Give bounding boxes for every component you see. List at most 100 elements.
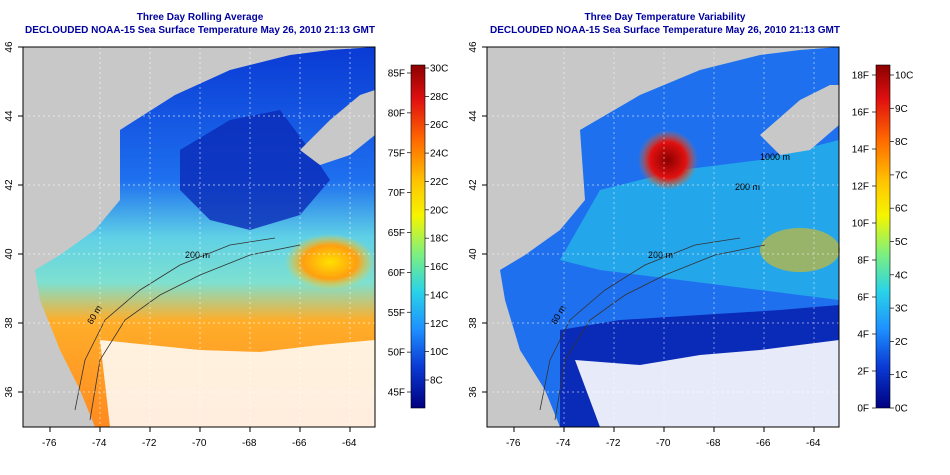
right-contour-200m [554, 244, 766, 421]
left-no-data-region [100, 340, 375, 427]
left-map: 200 m 60 m -76 -74 -72 -70 -68 -66 -64 3… [4, 41, 448, 449]
right-map-frame [486, 46, 840, 428]
left-xtick: -70 [192, 438, 207, 449]
right-xtick: -76 [506, 438, 521, 449]
right-x-axis: -76 -74 -72 -70 -68 -66 -64 [506, 427, 821, 449]
right-colorbar-fahrenheit-label: 10F [852, 219, 869, 230]
left-colorbar-celsius-label: 10C [430, 347, 448, 358]
right-colorbar-celsius-label: 7C [895, 170, 908, 181]
right-colorbar-celsius-label: 4C [895, 270, 908, 281]
right-y-axis: 36 38 40 42 44 46 [468, 41, 487, 398]
left-contour-200m [89, 244, 301, 421]
left-colorbar-fahrenheit-label: 80F [388, 108, 405, 119]
right-colorbar-fahrenheit-label: 14F [852, 145, 869, 156]
right-colorbar-celsius-label: 6C [895, 204, 908, 215]
right-colorbar-fahrenheit-label: 6F [857, 293, 869, 304]
left-ytick: 42 [4, 179, 15, 191]
right-ytick: 46 [468, 41, 479, 53]
right-xtick: -70 [656, 438, 671, 449]
right-colorbar-celsius-label: 10C [895, 71, 913, 82]
left-colorbar-celsius-label: 24C [430, 149, 448, 160]
left-grid [23, 47, 375, 427]
right-ytick: 38 [468, 317, 479, 329]
right-xtick: -66 [756, 438, 771, 449]
left-colorbar-fahrenheit-label: 85F [388, 69, 405, 80]
right-colorbar-fahrenheit-label: 0F [857, 404, 869, 415]
right-colorbar-celsius-label: 9C [895, 104, 908, 115]
left-colorbar-fahrenheit-label: 70F [388, 188, 405, 199]
right-contour-60m [539, 237, 741, 411]
right-contour-label-200m-north: 200 m [735, 182, 760, 192]
left-ytick: 44 [4, 110, 15, 122]
right-colorbar-fahrenheit-label: 18F [852, 71, 869, 82]
left-ytick: 36 [4, 386, 15, 398]
left-xtick: -72 [142, 438, 157, 449]
right-ytick: 42 [468, 179, 479, 191]
left-colorbar-celsius-label: 16C [430, 262, 448, 273]
left-colorbar-celsius-label: 8C [430, 376, 443, 387]
right-colorbar-fahrenheit-label: 4F [857, 330, 869, 341]
left-colorbar-fahrenheit-label: 55F [388, 308, 405, 319]
left-xtick: -68 [242, 438, 257, 449]
left-colorbar-celsius-label: 20C [430, 205, 448, 216]
right-xtick: -72 [606, 438, 621, 449]
right-colorbar-fahrenheit-label: 2F [857, 367, 869, 378]
left-colorbar-fahrenheit-label: 50F [388, 348, 405, 359]
left-land-nova-scotia [300, 90, 375, 165]
left-colorbar-celsius-label: 28C [430, 92, 448, 103]
right-colorbar-celsius-label: 0C [895, 404, 908, 415]
right-colorbar-celsius-label: 8C [895, 137, 908, 148]
left-map-subtitle: DECLOUDED NOAA-15 Sea Surface Temperatur… [25, 25, 375, 36]
right-colorbar-gradient [875, 64, 891, 409]
left-colorbar-fahrenheit-label: 75F [388, 148, 405, 159]
right-grid [487, 47, 839, 427]
right-contour-label-1000m: 1000 m [760, 152, 790, 162]
right-colorbar-celsius-label: 3C [895, 304, 908, 315]
left-map-title: Three Day Rolling Average [136, 12, 264, 23]
left-colorbar-celsius-label: 22C [430, 177, 448, 188]
right-colorbar-celsius-label: 2C [895, 337, 908, 348]
left-colorbar-gradient [410, 64, 426, 409]
right-colorbar: 18F 16F 14F 12F 10F 8F 6F 4F 2F 0F 10C 9C 8C 7C 6C 5C 4… [852, 64, 913, 415]
left-xtick: -66 [292, 438, 307, 449]
right-colorbar-celsius-label: 1C [895, 370, 908, 381]
left-colorbar-fahrenheit-label: 60F [388, 268, 405, 279]
left-xtick: -64 [342, 438, 357, 449]
left-colorbar-celsius-label: 12C [430, 319, 448, 330]
right-colorbar-fahrenheit-label: 12F [852, 182, 869, 193]
right-map-subtitle: DECLOUDED NOAA-15 Sea Surface Temperatur… [490, 25, 840, 36]
left-contour-60m [74, 237, 276, 411]
left-xtick: -74 [92, 438, 107, 449]
left-map-frame [22, 46, 376, 428]
right-xtick: -64 [806, 438, 821, 449]
right-xtick: -74 [556, 438, 571, 449]
right-no-data-region [575, 340, 839, 427]
left-xtick: -76 [42, 438, 57, 449]
left-x-axis: -76 -74 -72 -70 -68 -66 -64 [42, 427, 357, 449]
left-contour-label-200m: 200 m [185, 250, 210, 260]
left-colorbar-celsius-label: 30C [430, 64, 448, 75]
left-colorbar-celsius-label: 26C [430, 120, 448, 131]
right-high-variability-hotspot [638, 130, 698, 190]
right-map: 200 m 60 m 200 m 1000 m -76 -74 -72 -70 … [468, 41, 913, 449]
right-colorbar-fahrenheit-label: 16F [852, 108, 869, 119]
right-contour-label-200m: 200 m [648, 250, 673, 260]
left-ytick: 46 [4, 41, 15, 53]
left-ytick: 40 [4, 248, 15, 260]
left-colorbar-fahrenheit-label: 65F [388, 228, 405, 239]
right-ytick: 40 [468, 248, 479, 260]
right-colorbar-fahrenheit-label: 8F [857, 256, 869, 267]
left-colorbar-celsius-label: 18C [430, 234, 448, 245]
left-warm-core-eddy [285, 234, 375, 290]
right-colorbar-celsius-label: 5C [895, 237, 908, 248]
right-eddy-variability [760, 228, 840, 272]
left-colorbar: 85F 80F 75F 70F 65F 60F 55F 50F 45F 30C 28C 26C 24C… [388, 64, 448, 409]
right-xtick: -68 [706, 438, 721, 449]
right-land-nova-scotia [760, 85, 839, 155]
left-colorbar-fahrenheit-label: 45F [388, 388, 405, 399]
left-colorbar-celsius-label: 14C [430, 290, 448, 301]
left-y-axis: 36 38 40 42 44 46 [4, 41, 23, 398]
right-ytick: 44 [468, 110, 479, 122]
left-ytick: 38 [4, 317, 15, 329]
